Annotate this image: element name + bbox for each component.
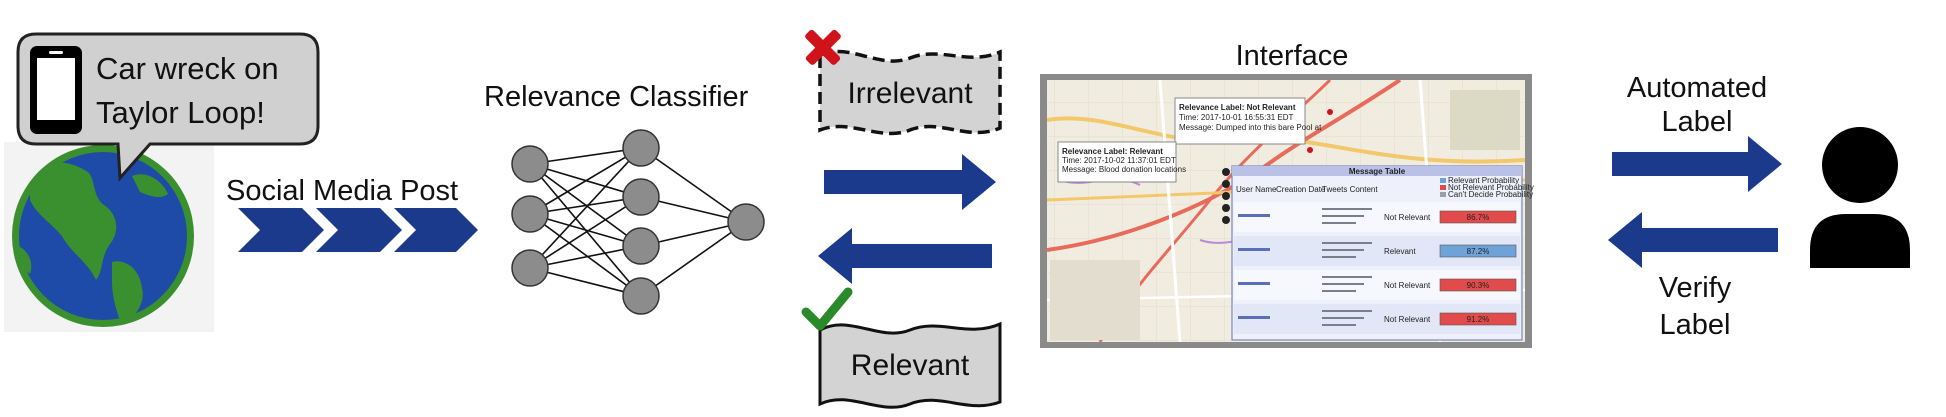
map-zoom-controls (1222, 168, 1230, 224)
nn-node-l0-n2 (511, 249, 549, 287)
row-probability-bar (1439, 278, 1517, 292)
nn-node-l1-n2 (622, 227, 660, 265)
speech-bubble: Car wreck on Taylor Loop! (16, 32, 320, 182)
green-check-icon (801, 287, 853, 331)
svg-text:Time: 2017-10-01 16:55:31 EDT: Time: 2017-10-01 16:55:31 EDT (1179, 113, 1294, 122)
col-tweets-content: Tweets Content (1322, 185, 1378, 194)
map-popup-not-relevant: Relevance Label: Not Relevant Time: 2017… (1174, 97, 1322, 145)
nn-edge (640, 221, 747, 297)
nn-edge (640, 147, 747, 223)
legend-relevant: Relevant Probability (1448, 176, 1519, 185)
nn-node-l1-n3 (622, 277, 660, 315)
col-user-name: User Name (1236, 185, 1277, 194)
nn-node-l0-n0 (511, 145, 549, 183)
irrelevant-label: Irrelevant (847, 77, 973, 110)
nn-edge (529, 267, 642, 297)
social-media-post-label: Social Media Post (226, 175, 458, 207)
interface-label: Interface (1236, 40, 1349, 72)
row-probability-value: 86.7% (1467, 213, 1490, 222)
nn-edge (529, 213, 642, 247)
interface-screenshot: Relevance Label: Not Relevant Time: 2017… (1040, 74, 1534, 348)
row-probability-value: 91.2% (1467, 315, 1490, 324)
bubble-text-line-2: Taylor Loop! (96, 95, 265, 130)
row-relevance-label: Not Relevant (1384, 213, 1431, 222)
blue-arrow-left-from-interface (818, 228, 992, 284)
neural-network-icon (511, 129, 765, 315)
message-table-title: Message Table (1349, 167, 1406, 176)
person-icon (1810, 127, 1910, 268)
row-relevance-label: Relevant (1384, 247, 1416, 256)
row-relevance-label: Not Relevant (1384, 315, 1431, 324)
automated-label-line-1: Automated (1627, 72, 1767, 104)
bubble-text-line-1: Car wreck on (96, 51, 279, 86)
relevance-classifier-label: Relevance Classifier (484, 81, 749, 113)
red-cross-icon (805, 29, 841, 65)
row-relevance-label: Not Relevant (1384, 281, 1431, 290)
nn-node-l2-n0 (727, 203, 765, 241)
blue-arrow-right-to-user (1612, 136, 1782, 192)
legend-cant-decide: Can't Decide Probability (1448, 190, 1533, 199)
svg-text:Message: Blood donation locati: Message: Blood donation locations (1062, 165, 1186, 174)
blue-arrow-left-from-user (1608, 212, 1778, 268)
row-probability-bar (1439, 244, 1517, 258)
automated-label-line-2: Label (1662, 106, 1733, 138)
message-table: Message Table User Name Creation Date Tw… (1231, 165, 1534, 341)
globe-icon (4, 142, 214, 332)
row-probability-bar (1439, 210, 1517, 224)
svg-text:Time: 2017-10-02 11:37:01 EDT: Time: 2017-10-02 11:37:01 EDT (1062, 156, 1176, 165)
relevant-label: Relevant (851, 349, 970, 382)
nn-edge (529, 196, 642, 269)
blue-arrow-right-to-interface (824, 154, 996, 210)
col-creation-date: Creation Date (1276, 185, 1326, 194)
legend-not-relevant: Not Relevant Probability (1448, 183, 1534, 192)
row-probability-value: 90.3% (1467, 281, 1490, 290)
smartphone-icon (30, 46, 82, 134)
nn-node-l1-n1 (622, 178, 660, 216)
map-popup-relevant: Relevance Label: Relevant Time: 2017-10-… (1057, 141, 1186, 183)
verify-label-line-1: Verify (1659, 272, 1732, 304)
nn-edge (529, 245, 642, 269)
nn-node-l1-n0 (622, 129, 660, 167)
irrelevant-tag: Irrelevant (818, 49, 1002, 136)
nn-edge (529, 147, 642, 269)
svg-text:Message: Dumped into this bare: Message: Dumped into this bare Pool at (1179, 123, 1322, 132)
svg-text:Relevance Label: Relevant: Relevance Label: Relevant (1062, 147, 1163, 156)
svg-text:Relevance Label: Not Relevant: Relevance Label: Not Relevant (1179, 103, 1296, 112)
chevron-arrows-icon (238, 208, 478, 252)
relevant-tag: Relevant (818, 321, 1002, 409)
verify-label-line-2: Label (1660, 309, 1731, 341)
nn-edge (529, 147, 642, 215)
row-probability-value: 87.2% (1467, 247, 1490, 256)
nn-edge (529, 213, 642, 297)
nn-node-l0-n1 (511, 195, 549, 233)
row-probability-bar (1439, 312, 1517, 326)
